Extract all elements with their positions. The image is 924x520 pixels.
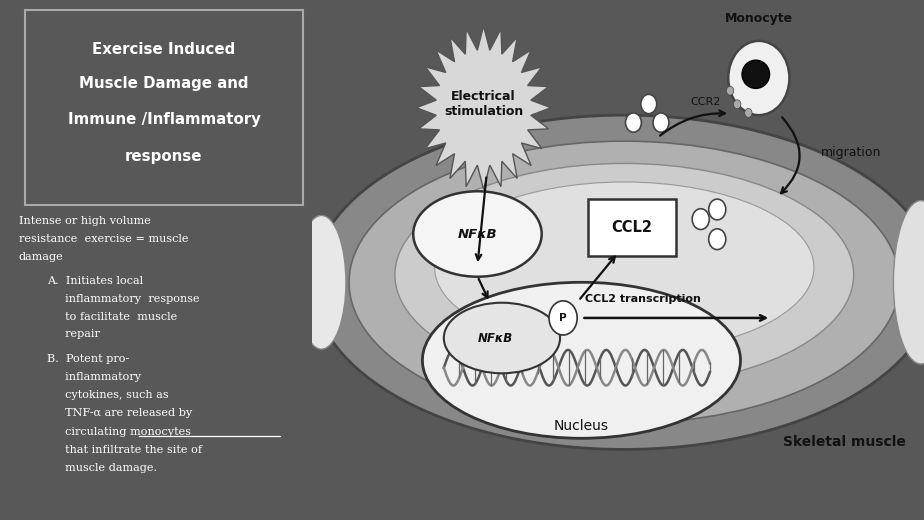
Text: P: P	[559, 313, 567, 323]
FancyBboxPatch shape	[589, 199, 675, 255]
Ellipse shape	[444, 303, 560, 373]
Text: migration: migration	[821, 146, 881, 159]
Text: CCL2: CCL2	[611, 220, 652, 235]
Circle shape	[709, 199, 726, 220]
Text: damage: damage	[18, 252, 64, 263]
Circle shape	[653, 113, 669, 132]
Circle shape	[745, 109, 752, 118]
Text: B.  Potent pro-: B. Potent pro-	[47, 354, 129, 364]
Ellipse shape	[349, 141, 900, 423]
Text: to facilitate  muscle: to facilitate muscle	[47, 312, 177, 322]
FancyBboxPatch shape	[25, 10, 303, 205]
Ellipse shape	[297, 215, 346, 349]
Ellipse shape	[894, 201, 924, 364]
Text: Electrical
stimulation: Electrical stimulation	[444, 90, 523, 118]
Text: cytokines, such as: cytokines, such as	[47, 390, 168, 400]
Ellipse shape	[742, 60, 770, 88]
Ellipse shape	[312, 115, 924, 449]
Circle shape	[734, 100, 741, 109]
Polygon shape	[417, 26, 551, 189]
Text: NFκB: NFκB	[457, 228, 497, 240]
Text: CCL2 transcription: CCL2 transcription	[585, 294, 700, 304]
Ellipse shape	[422, 282, 740, 438]
Circle shape	[728, 41, 789, 115]
Text: response: response	[126, 149, 202, 163]
Circle shape	[709, 229, 726, 250]
Text: muscle damage.: muscle damage.	[47, 463, 157, 473]
Circle shape	[640, 94, 657, 114]
Text: that infiltrate the site of: that infiltrate the site of	[47, 445, 201, 455]
Text: inflammatory  response: inflammatory response	[47, 294, 200, 304]
Text: Monocyte: Monocyte	[724, 11, 793, 24]
Text: inflammatory: inflammatory	[47, 372, 141, 382]
Circle shape	[692, 209, 710, 229]
Text: A.  Initiates local: A. Initiates local	[47, 276, 143, 286]
Text: resistance  exercise = muscle: resistance exercise = muscle	[18, 234, 188, 244]
Text: circulating monocytes: circulating monocytes	[47, 426, 191, 437]
Text: Intense or high volume: Intense or high volume	[18, 216, 151, 226]
Text: Exercise Induced: Exercise Induced	[92, 42, 236, 57]
Circle shape	[549, 301, 578, 335]
Text: repair: repair	[47, 329, 100, 339]
Text: Immune /Inflammatory: Immune /Inflammatory	[67, 112, 261, 127]
Ellipse shape	[395, 163, 854, 386]
Circle shape	[726, 86, 734, 95]
Text: Muscle Damage and: Muscle Damage and	[79, 76, 249, 90]
Text: NFκB: NFκB	[479, 332, 514, 344]
Text: CCR2: CCR2	[690, 97, 721, 107]
Ellipse shape	[413, 191, 541, 277]
Text: TNF-α are released by: TNF-α are released by	[47, 408, 192, 419]
Circle shape	[626, 113, 641, 132]
Text: Nucleus: Nucleus	[554, 419, 609, 433]
Ellipse shape	[434, 182, 814, 353]
Text: Skeletal muscle: Skeletal muscle	[783, 435, 906, 449]
